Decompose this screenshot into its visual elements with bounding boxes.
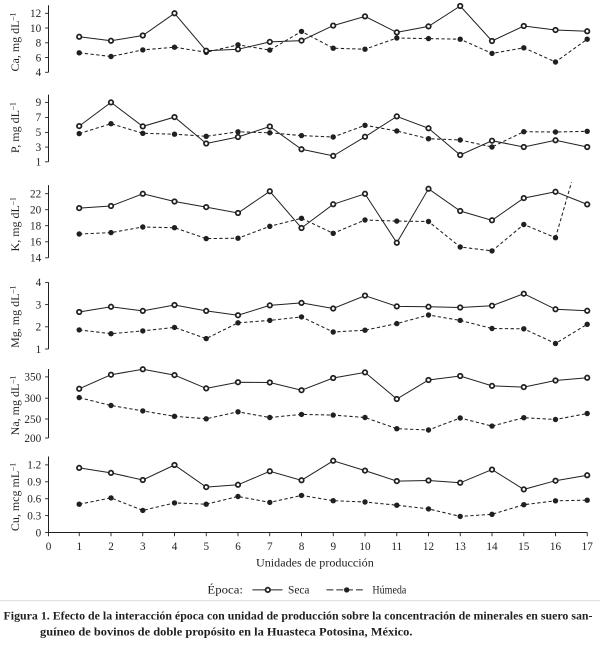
svg-text:7: 7 — [36, 112, 42, 124]
svg-text:2: 2 — [108, 541, 114, 553]
svg-text:Ca, mg dL–1: Ca, mg dL–1 — [8, 13, 22, 72]
svg-text:3: 3 — [140, 541, 146, 553]
svg-text:14: 14 — [30, 253, 42, 265]
svg-text:0.6: 0.6 — [27, 494, 41, 506]
svg-text:12: 12 — [30, 8, 41, 20]
svg-text:6: 6 — [36, 52, 42, 64]
svg-text:22: 22 — [30, 189, 41, 201]
svg-text:17: 17 — [582, 541, 594, 553]
svg-text:12: 12 — [423, 541, 434, 553]
svg-text:P, mg dL–1: P, mg dL–1 — [8, 102, 22, 153]
svg-text:4: 4 — [36, 67, 42, 79]
svg-text:16: 16 — [30, 237, 42, 249]
svg-text:18: 18 — [30, 221, 42, 233]
svg-text:1: 1 — [36, 157, 42, 169]
svg-text:Seca: Seca — [288, 585, 310, 597]
svg-text:0.9: 0.9 — [27, 477, 41, 489]
svg-text:K, mg dL–1: K, mg dL–1 — [8, 197, 22, 251]
svg-text:7: 7 — [267, 541, 273, 553]
svg-text:5: 5 — [203, 541, 209, 553]
svg-text:350: 350 — [24, 372, 41, 384]
svg-text:1.2: 1.2 — [27, 460, 41, 472]
svg-text:3: 3 — [36, 299, 42, 311]
svg-text:0: 0 — [46, 541, 52, 553]
svg-text:14: 14 — [486, 541, 498, 553]
svg-text:Época:: Época: — [207, 583, 243, 597]
svg-text:Húmeda: Húmeda — [372, 585, 406, 597]
svg-text:16: 16 — [550, 541, 562, 553]
svg-text:0.3: 0.3 — [27, 510, 41, 522]
svg-text:4: 4 — [36, 277, 42, 289]
svg-text:11: 11 — [391, 541, 402, 553]
svg-text:10: 10 — [30, 23, 42, 35]
svg-text:2: 2 — [36, 322, 42, 334]
svg-text:300: 300 — [24, 393, 41, 405]
svg-text:20: 20 — [30, 205, 42, 217]
svg-text:10: 10 — [359, 541, 371, 553]
svg-text:15: 15 — [518, 541, 530, 553]
svg-text:9: 9 — [36, 97, 42, 109]
svg-text:5: 5 — [36, 127, 42, 139]
svg-text:Na, mg dL–1: Na, mg dL–1 — [8, 376, 22, 436]
svg-text:1: 1 — [76, 541, 82, 553]
svg-text:6: 6 — [235, 541, 241, 553]
svg-text:200: 200 — [24, 433, 41, 445]
svg-text:8: 8 — [299, 541, 305, 553]
svg-text:13: 13 — [455, 541, 467, 553]
svg-text:Figura 1. Efecto de la interac: Figura 1. Efecto de la interacción época… — [4, 608, 593, 622]
svg-text:guíneo de bovinos de doble pro: guíneo de bovinos de doble propósito en … — [40, 625, 413, 639]
svg-text:250: 250 — [24, 414, 41, 426]
svg-text:8: 8 — [36, 38, 42, 50]
svg-text:4: 4 — [172, 541, 178, 553]
svg-text:9: 9 — [330, 541, 336, 553]
svg-text:0: 0 — [36, 527, 42, 539]
svg-text:Cu, mcg mL–1: Cu, mcg mL–1 — [8, 463, 22, 531]
svg-text:1: 1 — [36, 344, 42, 356]
svg-text:3: 3 — [36, 142, 42, 154]
svg-text:Mg, mg dL–1: Mg, mg dL–1 — [8, 286, 22, 348]
svg-text:Unidades de producción: Unidades de producción — [256, 555, 374, 569]
